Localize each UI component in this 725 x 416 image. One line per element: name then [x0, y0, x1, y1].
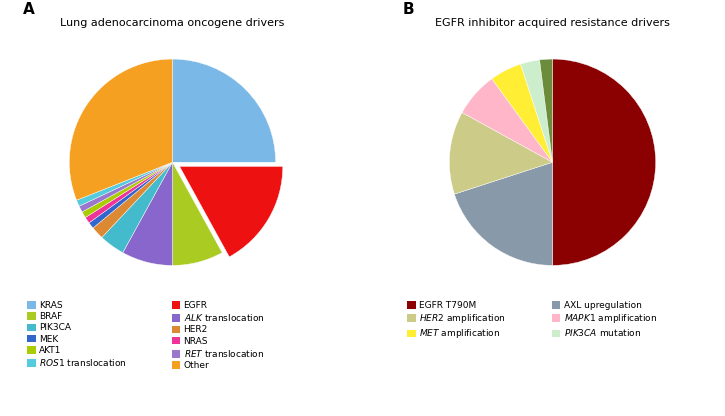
Text: A: A	[23, 2, 35, 17]
Text: B: B	[403, 2, 415, 17]
Wedge shape	[462, 79, 552, 162]
Wedge shape	[173, 59, 276, 162]
Wedge shape	[89, 162, 173, 228]
Wedge shape	[70, 59, 173, 200]
Title: Lung adenocarcinoma oncogene drivers: Lung adenocarcinoma oncogene drivers	[60, 18, 285, 28]
Wedge shape	[521, 60, 552, 162]
Wedge shape	[102, 162, 173, 253]
Title: EGFR inhibitor acquired resistance drivers: EGFR inhibitor acquired resistance drive…	[435, 18, 670, 28]
Wedge shape	[123, 162, 173, 265]
Wedge shape	[82, 162, 173, 218]
Wedge shape	[492, 64, 552, 162]
Wedge shape	[450, 113, 552, 194]
Legend: EGFR, $\mathit{ALK}$ translocation, HER2, NRAS, $\mathit{RET}$ translocation, Ot: EGFR, $\mathit{ALK}$ translocation, HER2…	[172, 301, 264, 370]
Wedge shape	[552, 59, 655, 265]
Wedge shape	[173, 162, 222, 265]
Wedge shape	[77, 162, 173, 206]
Wedge shape	[93, 162, 173, 238]
Wedge shape	[86, 162, 173, 223]
Wedge shape	[455, 162, 552, 265]
Legend: AXL upregulation, $\mathit{MAPK1}$ amplification, $\mathit{PIK3CA}$ mutation: AXL upregulation, $\mathit{MAPK1}$ ampli…	[552, 301, 657, 338]
Wedge shape	[79, 162, 173, 212]
Wedge shape	[539, 59, 552, 162]
Wedge shape	[180, 166, 283, 257]
